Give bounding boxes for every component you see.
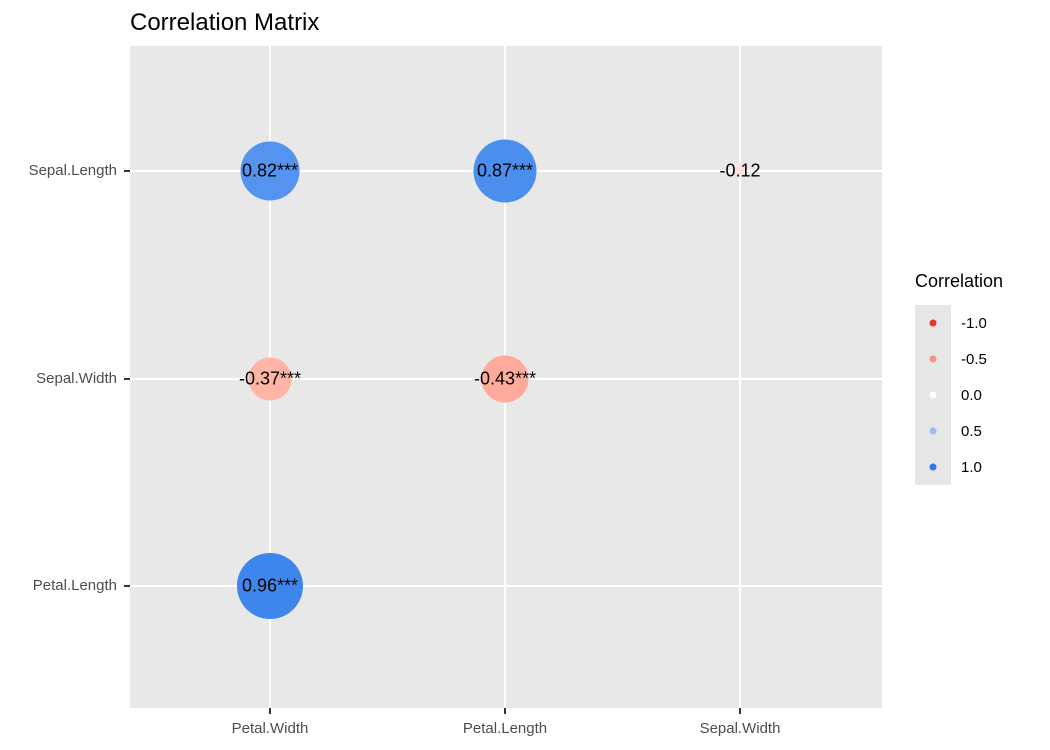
legend-entry--0-5: -0.5 <box>915 341 1003 377</box>
legend-title: Correlation <box>915 271 1004 291</box>
y-axis-tick-sepal-width <box>124 378 130 380</box>
y-axis-label-sepal-width: Sepal.Width <box>36 370 117 387</box>
legend-point-icon <box>929 391 937 399</box>
legend-key <box>915 377 951 413</box>
legend-point-icon <box>929 427 937 435</box>
y-axis-tick-petal-length <box>124 585 130 587</box>
legend-entry--1-0: -1.0 <box>915 305 1003 341</box>
legend-point-icon <box>929 463 937 471</box>
legend-point-icon <box>929 319 937 327</box>
x-axis-label-petal-width: Petal.Width <box>231 720 309 737</box>
correlation-value-label-sepal-width-petal-length: -0.43*** <box>473 368 537 389</box>
legend-entry-0-5: 0.5 <box>915 413 1003 449</box>
correlation-point-sepal-width-petal-width <box>248 357 292 401</box>
plot-panel: 0.82*** 0.87*** -0.12 -0.37*** -0.43*** 0.96*… <box>130 46 882 708</box>
gridline-x-sepal-width <box>739 46 741 708</box>
legend: Correlation -1.0 -0.5 0.0 0.5 1.0 <box>915 271 1003 485</box>
correlation-value-label-sepal-length-petal-length: 0.87*** <box>476 160 534 181</box>
correlation-value-label-petal-length-petal-width: 0.96*** <box>241 575 299 596</box>
legend-label: 1.0 <box>961 458 982 476</box>
y-axis-label-petal-length: Petal.Length <box>32 577 117 594</box>
plot-title: Correlation Matrix <box>130 9 320 36</box>
legend-label: -0.5 <box>961 350 987 368</box>
gridline-y-petal-length <box>130 585 882 587</box>
legend-key <box>915 413 951 449</box>
legend-entry-0-0: 0.0 <box>915 377 1003 413</box>
legend-entry-1-0: 1.0 <box>915 449 1003 485</box>
x-axis-tick-sepal-width <box>739 708 741 714</box>
legend-key <box>915 341 951 377</box>
correlation-value-label-sepal-width-petal-width: -0.37*** <box>238 368 302 389</box>
x-axis-label-sepal-width: Sepal.Width <box>699 720 781 737</box>
x-axis-label-petal-length: Petal.Length <box>462 720 548 737</box>
legend-keys: -1.0 -0.5 0.0 0.5 1.0 <box>915 305 1003 485</box>
correlation-value-label-sepal-length-petal-width: 0.82*** <box>241 160 299 181</box>
y-axis-tick-sepal-length <box>124 170 130 172</box>
correlation-point-sepal-length-petal-length <box>473 139 537 203</box>
legend-key <box>915 449 951 485</box>
correlation-point-petal-length-petal-width <box>237 553 303 619</box>
correlation-point-sepal-length-sepal-width <box>732 163 748 179</box>
x-axis-tick-petal-length <box>504 708 506 714</box>
legend-label: 0.0 <box>961 386 982 404</box>
y-axis-label-sepal-length: Sepal.Length <box>28 162 117 179</box>
correlation-point-sepal-width-petal-length <box>481 355 529 403</box>
legend-key <box>915 305 951 341</box>
legend-label: 0.5 <box>961 422 982 440</box>
x-axis-tick-petal-width <box>269 708 271 714</box>
correlation-value-label-sepal-length-sepal-width: -0.12 <box>719 160 761 181</box>
correlation-point-sepal-length-petal-width <box>240 141 300 201</box>
legend-label: -1.0 <box>961 314 987 332</box>
legend-point-icon <box>929 355 937 363</box>
